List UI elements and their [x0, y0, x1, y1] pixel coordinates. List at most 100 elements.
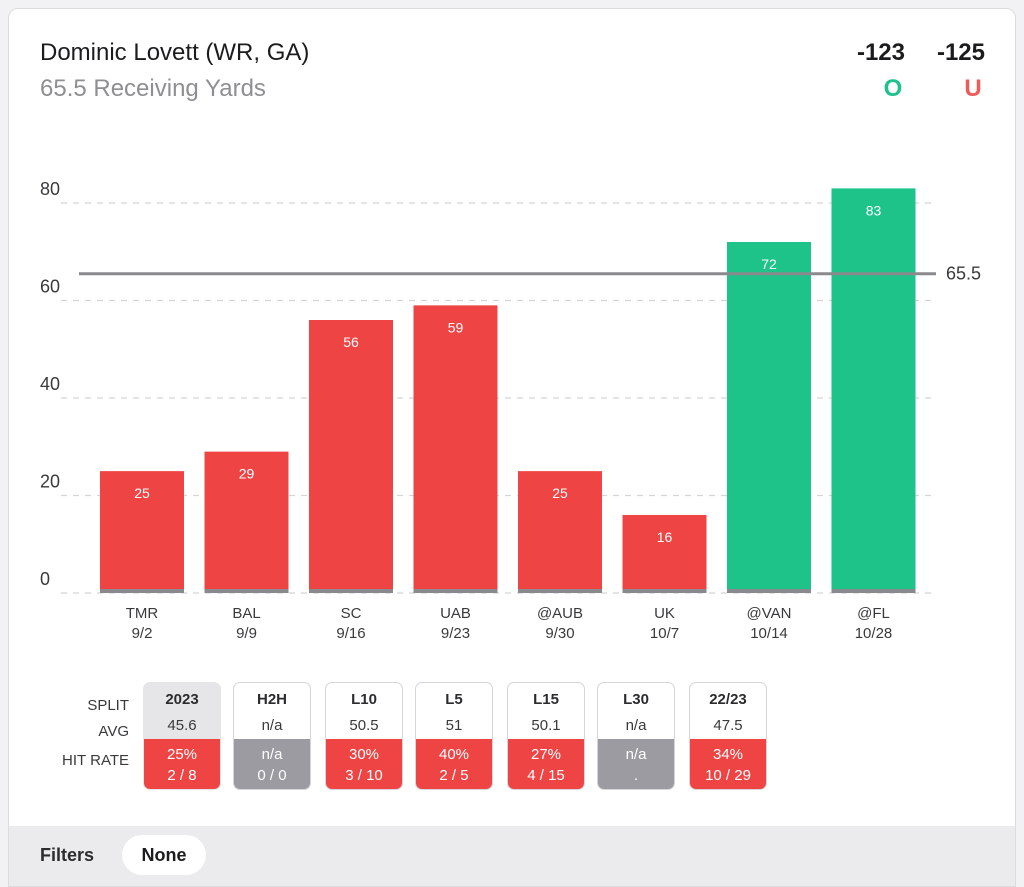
split-table: SPLIT AVG HIT RATE 2023 45.6 25% 2 / 8 H2H n/… — [9, 682, 1015, 802]
hit-rate-percent: n/a — [261, 746, 283, 763]
split-name: 2023 — [165, 691, 199, 708]
split-name: L15 — [533, 691, 559, 708]
split-box-2023[interactable]: 2023 45.6 25% 2 / 8 — [143, 682, 221, 790]
bar-value-label: 72 — [761, 256, 777, 272]
split-avg: 50.5 — [349, 717, 379, 734]
split-avg: 51 — [445, 717, 463, 734]
x-category-label: TMR — [126, 605, 159, 622]
x-category-label: SC — [341, 605, 362, 622]
split-box-h2h[interactable]: H2H n/a n/a 0 / 0 — [233, 682, 311, 790]
bar — [831, 188, 916, 593]
y-tick-label: 0 — [40, 569, 50, 589]
bar-base — [518, 589, 602, 593]
bar-value-label: 83 — [866, 202, 882, 218]
x-category-label: @AUB — [537, 605, 583, 622]
split-avg: 47.5 — [713, 717, 743, 734]
bar-base — [831, 589, 916, 593]
x-category-label: UAB — [440, 605, 471, 622]
hit-rate-count: . — [633, 767, 639, 784]
split-box-l30[interactable]: L30 n/a n/a. — [597, 682, 675, 790]
hit-rate-percent: 27% — [530, 746, 562, 763]
under-label[interactable]: U — [964, 75, 982, 102]
bar — [309, 320, 393, 593]
x-category-label: UK — [654, 605, 675, 622]
bar-base — [622, 589, 707, 593]
bar-value-label: 16 — [657, 529, 673, 545]
split-hit-rate: 25% 2 / 8 — [144, 739, 220, 789]
split-avg: n/a — [261, 717, 283, 734]
over-odds[interactable]: -123 — [856, 39, 905, 66]
x-category-label: @VAN — [747, 605, 792, 622]
hit-rate-count: 3 / 10 — [345, 767, 383, 784]
under-odds[interactable]: -125 — [936, 39, 985, 66]
filters-label: Filters — [40, 845, 95, 865]
hit-rate-percent: 40% — [438, 746, 470, 763]
hit-rate-row-label: HIT RATE — [62, 752, 129, 769]
hit-rate-percent: 34% — [712, 746, 744, 763]
hit-rate-count: 2 / 5 — [439, 767, 469, 784]
y-tick-label: 40 — [40, 374, 60, 394]
game-log-bar-chart: 0 20 40 60 80 25 TMR 9/2 29 BAL 9/9 56 SC 9/16 59 UAB 9/… — [40, 179, 981, 642]
player-name: Dominic Lovett (WR, GA) — [40, 39, 310, 66]
x-category-label: BAL — [232, 605, 260, 622]
split-box-l15[interactable]: L15 50.1 27% 4 / 15 — [507, 682, 585, 790]
bar-value-label: 59 — [448, 319, 464, 335]
x-date-label: 10/28 — [855, 625, 893, 642]
split-hit-rate: 40% 2 / 5 — [416, 739, 492, 789]
split-hit-rate: 30% 3 / 10 — [326, 739, 402, 789]
bar — [100, 471, 184, 593]
split-avg: 50.1 — [531, 717, 561, 734]
split-hit-rate: 27% 4 / 15 — [508, 739, 584, 789]
x-date-label: 10/7 — [650, 625, 679, 642]
split-name: L30 — [623, 691, 649, 708]
hit-rate-count: 4 / 15 — [527, 767, 565, 784]
over-label[interactable]: O — [883, 75, 903, 102]
split-avg: n/a — [625, 717, 647, 734]
y-tick-label: 20 — [40, 472, 60, 492]
hit-rate-count: 10 / 29 — [705, 767, 751, 784]
split-hit-rate: 34% 10 / 29 — [690, 739, 766, 789]
bar-base — [100, 589, 184, 593]
bar-value-label: 25 — [552, 485, 568, 501]
hit-rate-count: 2 / 8 — [167, 767, 197, 784]
split-name: L10 — [351, 691, 377, 708]
split-name: L5 — [445, 691, 463, 708]
bar-base — [204, 589, 289, 593]
split-box-2223[interactable]: 22/23 47.5 34% 10 / 29 — [689, 682, 767, 790]
y-tick-label: 80 — [40, 179, 60, 199]
split-box-l5[interactable]: L5 51 40% 2 / 5 — [415, 682, 493, 790]
prop-card: Dominic Lovett (WR, GA) 65.5 Receiving Y… — [8, 8, 1016, 887]
split-hit-rate: n/a 0 / 0 — [234, 739, 310, 789]
filter-none-pill[interactable]: None — [122, 835, 206, 875]
bar-value-label: 56 — [343, 334, 359, 350]
x-date-label: 9/23 — [441, 625, 470, 642]
x-date-label: 10/14 — [750, 625, 788, 642]
prop-line: 65.5 Receiving Yards — [40, 75, 266, 102]
x-date-label: 9/9 — [236, 625, 257, 642]
bar-value-label: 29 — [239, 466, 255, 482]
split-name: 22/23 — [709, 691, 747, 708]
split-row-label: SPLIT — [87, 697, 129, 714]
hit-rate-percent: 25% — [166, 746, 198, 763]
bar-value-label: 25 — [134, 485, 150, 501]
hit-rate-percent: 30% — [348, 746, 380, 763]
bar — [622, 515, 707, 593]
bar — [727, 242, 811, 593]
x-date-label: 9/30 — [545, 625, 574, 642]
split-avg: 45.6 — [167, 717, 197, 734]
prop-line-label: 65.5 — [946, 264, 981, 284]
split-hit-rate: n/a. — [598, 739, 674, 789]
y-tick-label: 60 — [40, 277, 60, 297]
x-date-label: 9/16 — [336, 625, 365, 642]
x-category-label: @FL — [857, 605, 890, 622]
bar — [204, 451, 289, 593]
avg-row-label: AVG — [98, 723, 129, 740]
split-box-l10[interactable]: L10 50.5 30% 3 / 10 — [325, 682, 403, 790]
bar-base — [413, 589, 498, 593]
split-name: H2H — [256, 691, 287, 708]
filters-bar: Filters None — [9, 826, 1015, 886]
bar — [518, 471, 602, 593]
hit-rate-count: 0 / 0 — [257, 767, 287, 784]
bar — [413, 305, 498, 593]
bar-base — [309, 589, 393, 593]
